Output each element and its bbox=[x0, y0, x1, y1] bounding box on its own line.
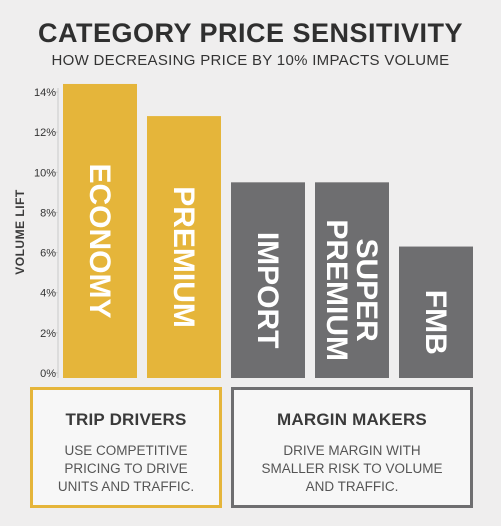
bar-label-line: PREMIUM bbox=[320, 219, 353, 361]
y-tick-label: 4% bbox=[40, 288, 56, 300]
trip-drivers-box: TRIP DRIVERS USE COMPETITIVE PRICING TO … bbox=[30, 387, 222, 508]
bar-super-premium bbox=[315, 182, 389, 378]
trip-drivers-title: TRIP DRIVERS bbox=[65, 410, 187, 429]
trip-drivers-description: USE COMPETITIVE PRICING TO DRIVE UNITS A… bbox=[57, 443, 195, 494]
y-tick-label: 10% bbox=[34, 167, 56, 179]
margin-makers-title: MARGIN MAKERS bbox=[277, 410, 427, 429]
margin-makers-box: MARGIN MAKERS DRIVE MARGIN WITH SMALLER … bbox=[231, 387, 473, 508]
margin-makers-description: DRIVE MARGIN WITH SMALLER RISK TO VOLUME… bbox=[261, 443, 443, 494]
bar-label: FMB bbox=[419, 290, 452, 355]
bar-label: SUPERPREMIUM bbox=[320, 219, 383, 361]
bar-label-line: IMPORT bbox=[251, 232, 284, 349]
y-axis-label: VOLUME LIFT bbox=[13, 189, 27, 275]
bar-import bbox=[231, 182, 305, 378]
bar-label: ECONOMY bbox=[83, 163, 116, 318]
y-tick-label: 0% bbox=[40, 368, 56, 380]
y-tick-label: 12% bbox=[34, 127, 56, 139]
bar-chart: 0% 2% 4% 6% 8% 10% 12% 14% VOLUME LIFT ECONOMY PRE… bbox=[13, 83, 473, 380]
bar-economy bbox=[63, 83, 137, 378]
bar-label-line: PREMIUM bbox=[167, 186, 200, 328]
bar-label-line: FMB bbox=[419, 290, 452, 355]
y-tick-label: 2% bbox=[40, 328, 56, 340]
bar-label: IMPORT bbox=[251, 232, 284, 349]
bar-premium bbox=[147, 116, 221, 378]
bar-fmb bbox=[399, 246, 473, 378]
chart-title: CATEGORY PRICE SENSITIVITY bbox=[37, 18, 464, 48]
y-tick-label: 14% bbox=[34, 87, 56, 99]
bar-label: PREMIUM bbox=[167, 186, 200, 328]
bar-label-line: ECONOMY bbox=[83, 163, 116, 318]
y-tick-label: 8% bbox=[40, 207, 56, 219]
chart-subtitle: HOW DECREASING PRICE BY 10% IMPACTS VOLU… bbox=[51, 52, 450, 69]
y-tick-label: 6% bbox=[40, 248, 56, 260]
bar-label-line: SUPER bbox=[350, 238, 383, 342]
